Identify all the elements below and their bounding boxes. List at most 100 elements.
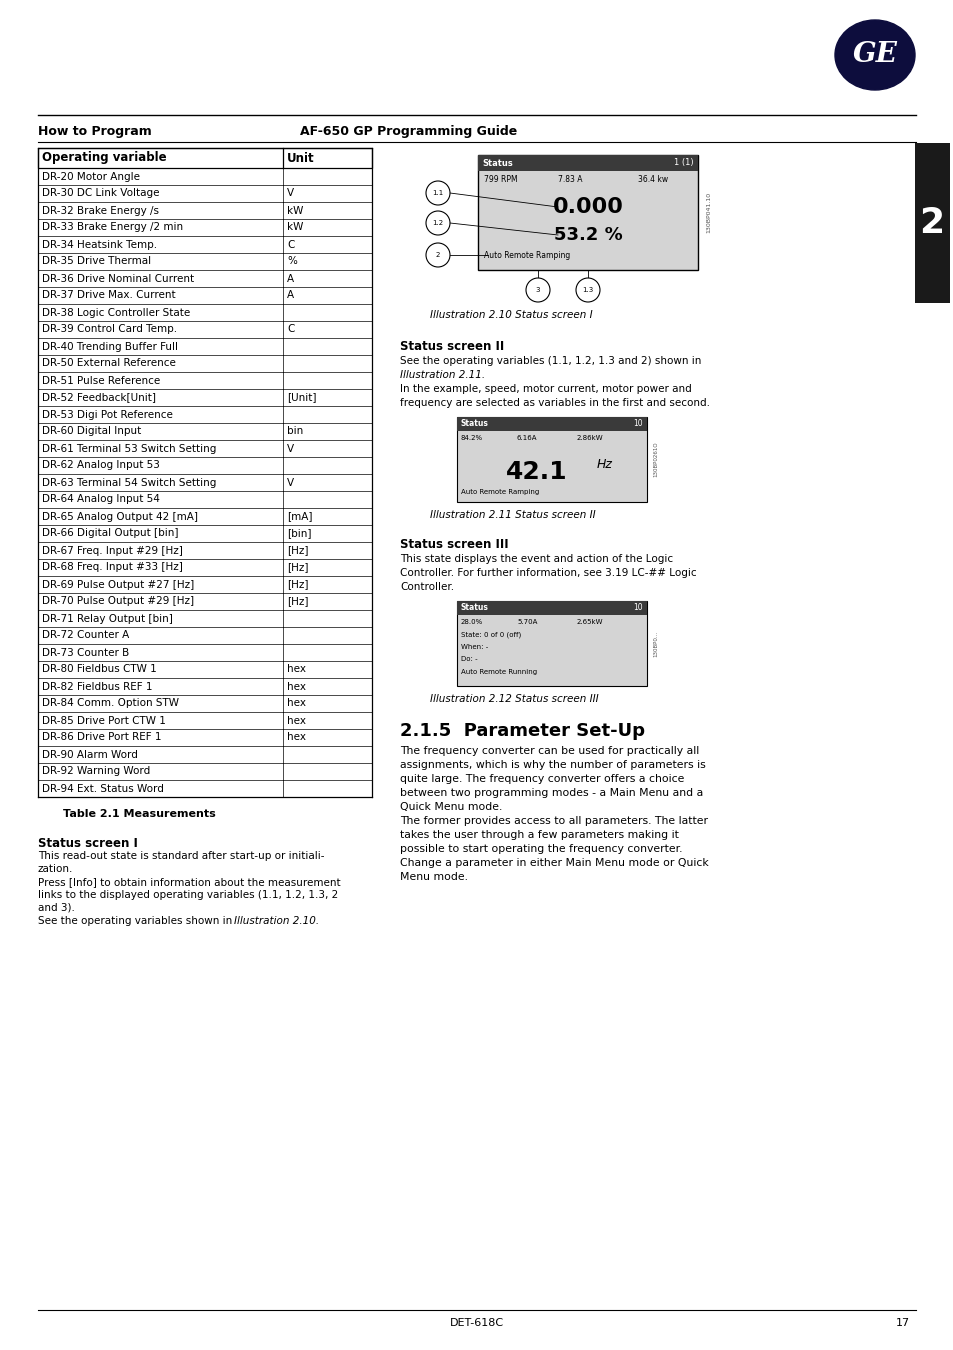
Text: DR-80 Fieldbus CTW 1: DR-80 Fieldbus CTW 1 bbox=[42, 664, 156, 675]
Text: DR-60 Digital Input: DR-60 Digital Input bbox=[42, 427, 141, 436]
Text: DR-30 DC Link Voltage: DR-30 DC Link Voltage bbox=[42, 189, 159, 198]
Text: [Hz]: [Hz] bbox=[287, 545, 308, 555]
Text: See the operating variables (1.1, 1.2, 1.3 and 2) shown in: See the operating variables (1.1, 1.2, 1… bbox=[399, 356, 700, 366]
Text: DR-82 Fieldbus REF 1: DR-82 Fieldbus REF 1 bbox=[42, 682, 152, 691]
Text: How to Program: How to Program bbox=[38, 126, 152, 138]
Text: DR-71 Relay Output [bin]: DR-71 Relay Output [bin] bbox=[42, 613, 172, 624]
Text: hex: hex bbox=[287, 716, 306, 725]
Text: DR-20 Motor Angle: DR-20 Motor Angle bbox=[42, 171, 140, 181]
Text: See the operating variables shown in: See the operating variables shown in bbox=[38, 917, 235, 926]
Text: 84.2%: 84.2% bbox=[460, 435, 482, 441]
Text: DR-35 Drive Thermal: DR-35 Drive Thermal bbox=[42, 256, 151, 266]
Text: 28.0%: 28.0% bbox=[460, 620, 483, 625]
Text: DR-39 Control Card Temp.: DR-39 Control Card Temp. bbox=[42, 324, 177, 335]
Text: DR-69 Pulse Output #27 [Hz]: DR-69 Pulse Output #27 [Hz] bbox=[42, 579, 194, 590]
Text: 7.83 A: 7.83 A bbox=[558, 176, 582, 184]
Text: quite large. The frequency converter offers a choice: quite large. The frequency converter off… bbox=[399, 774, 683, 784]
Text: Illustration 2.11 Status screen II: Illustration 2.11 Status screen II bbox=[430, 510, 595, 520]
Text: hex: hex bbox=[287, 698, 306, 709]
Circle shape bbox=[426, 211, 450, 235]
FancyBboxPatch shape bbox=[38, 148, 372, 167]
Text: DR-73 Counter B: DR-73 Counter B bbox=[42, 648, 129, 657]
Text: DET-618C: DET-618C bbox=[450, 1318, 503, 1328]
Text: Do: -: Do: - bbox=[460, 656, 477, 662]
Circle shape bbox=[525, 278, 550, 302]
Text: State: 0 of 0 (off): State: 0 of 0 (off) bbox=[460, 632, 520, 639]
Text: and 3).: and 3). bbox=[38, 903, 74, 913]
Text: This read-out state is standard after start-up or initiali-: This read-out state is standard after st… bbox=[38, 850, 324, 861]
Text: 1 (1): 1 (1) bbox=[674, 158, 693, 167]
Text: DR-67 Freq. Input #29 [Hz]: DR-67 Freq. Input #29 [Hz] bbox=[42, 545, 183, 555]
Text: DR-40 Trending Buffer Full: DR-40 Trending Buffer Full bbox=[42, 342, 178, 351]
Text: DR-86 Drive Port REF 1: DR-86 Drive Port REF 1 bbox=[42, 733, 161, 743]
FancyBboxPatch shape bbox=[477, 155, 698, 171]
FancyBboxPatch shape bbox=[456, 601, 646, 616]
Text: Unit: Unit bbox=[287, 151, 314, 165]
FancyBboxPatch shape bbox=[456, 601, 646, 686]
Text: DR-66 Digital Output [bin]: DR-66 Digital Output [bin] bbox=[42, 528, 178, 539]
Circle shape bbox=[576, 278, 599, 302]
Text: 2.86kW: 2.86kW bbox=[577, 435, 603, 441]
Text: DR-53 Digi Pot Reference: DR-53 Digi Pot Reference bbox=[42, 409, 172, 420]
Text: DR-85 Drive Port CTW 1: DR-85 Drive Port CTW 1 bbox=[42, 716, 166, 725]
Text: When: -: When: - bbox=[460, 644, 488, 649]
Text: Status screen I: Status screen I bbox=[38, 837, 138, 850]
Text: hex: hex bbox=[287, 733, 306, 743]
Text: Status screen II: Status screen II bbox=[399, 340, 504, 352]
Text: Hz: Hz bbox=[597, 459, 612, 471]
Text: [Hz]: [Hz] bbox=[287, 579, 308, 590]
Text: C: C bbox=[287, 324, 294, 335]
Text: DR-50 External Reference: DR-50 External Reference bbox=[42, 359, 175, 369]
Text: This state displays the event and action of the Logic: This state displays the event and action… bbox=[399, 554, 673, 564]
Text: DR-92 Warning Word: DR-92 Warning Word bbox=[42, 767, 150, 776]
Text: DR-72 Counter A: DR-72 Counter A bbox=[42, 630, 129, 640]
Text: Change a parameter in either Main Menu mode or Quick: Change a parameter in either Main Menu m… bbox=[399, 859, 708, 868]
Text: Table 2.1 Measurements: Table 2.1 Measurements bbox=[63, 809, 215, 819]
Text: DR-84 Comm. Option STW: DR-84 Comm. Option STW bbox=[42, 698, 179, 709]
Text: C: C bbox=[287, 239, 294, 250]
Text: DR-51 Pulse Reference: DR-51 Pulse Reference bbox=[42, 375, 160, 386]
Text: [Hz]: [Hz] bbox=[287, 563, 308, 572]
Text: V: V bbox=[287, 444, 294, 454]
Text: In the example, speed, motor current, motor power and: In the example, speed, motor current, mo… bbox=[399, 383, 691, 394]
Text: 2.1.5  Parameter Set-Up: 2.1.5 Parameter Set-Up bbox=[399, 722, 644, 740]
Text: 130BP041.10: 130BP041.10 bbox=[705, 192, 710, 234]
Text: 1.2: 1.2 bbox=[432, 220, 443, 225]
Text: 0.000: 0.000 bbox=[552, 197, 622, 217]
Text: [bin]: [bin] bbox=[287, 528, 312, 539]
Text: Auto Remote Running: Auto Remote Running bbox=[460, 670, 537, 675]
Text: A: A bbox=[287, 290, 294, 301]
Text: 799 RPM: 799 RPM bbox=[483, 176, 517, 184]
Text: 130BP0...: 130BP0... bbox=[652, 630, 658, 656]
Text: bin: bin bbox=[287, 427, 303, 436]
Text: zation.: zation. bbox=[38, 864, 73, 873]
Text: 2.65kW: 2.65kW bbox=[577, 620, 603, 625]
Text: Illustration 2.10 Status screen I: Illustration 2.10 Status screen I bbox=[430, 310, 592, 320]
Text: 17: 17 bbox=[895, 1318, 909, 1328]
Text: DR-94 Ext. Status Word: DR-94 Ext. Status Word bbox=[42, 783, 164, 794]
Text: assignments, which is why the number of parameters is: assignments, which is why the number of … bbox=[399, 760, 705, 770]
Text: takes the user through a few parameters making it: takes the user through a few parameters … bbox=[399, 830, 679, 840]
Text: [Hz]: [Hz] bbox=[287, 597, 308, 606]
Text: [mA]: [mA] bbox=[287, 512, 313, 521]
Text: 2: 2 bbox=[919, 207, 943, 240]
Text: Auto Remote Ramping: Auto Remote Ramping bbox=[460, 489, 538, 495]
FancyBboxPatch shape bbox=[914, 143, 949, 302]
FancyBboxPatch shape bbox=[456, 417, 646, 502]
Text: links to the displayed operating variables (1.1, 1.2, 1.3, 2: links to the displayed operating variabl… bbox=[38, 890, 338, 900]
Text: DR-38 Logic Controller State: DR-38 Logic Controller State bbox=[42, 308, 190, 317]
FancyBboxPatch shape bbox=[477, 155, 698, 270]
Circle shape bbox=[426, 181, 450, 205]
Text: kW: kW bbox=[287, 205, 303, 216]
Text: A: A bbox=[287, 274, 294, 284]
Text: DR-64 Analog Input 54: DR-64 Analog Input 54 bbox=[42, 494, 160, 505]
Text: %: % bbox=[287, 256, 296, 266]
Text: 6.16A: 6.16A bbox=[517, 435, 537, 441]
Text: 5.70A: 5.70A bbox=[517, 620, 537, 625]
Text: kW: kW bbox=[287, 223, 303, 232]
Text: V: V bbox=[287, 478, 294, 487]
Text: Controller. For further information, see 3.19 LC-## Logic: Controller. For further information, see… bbox=[399, 568, 696, 578]
Text: 10: 10 bbox=[633, 603, 642, 613]
Text: DR-65 Analog Output 42 [mA]: DR-65 Analog Output 42 [mA] bbox=[42, 512, 198, 521]
Text: 36.4 kw: 36.4 kw bbox=[638, 176, 667, 184]
